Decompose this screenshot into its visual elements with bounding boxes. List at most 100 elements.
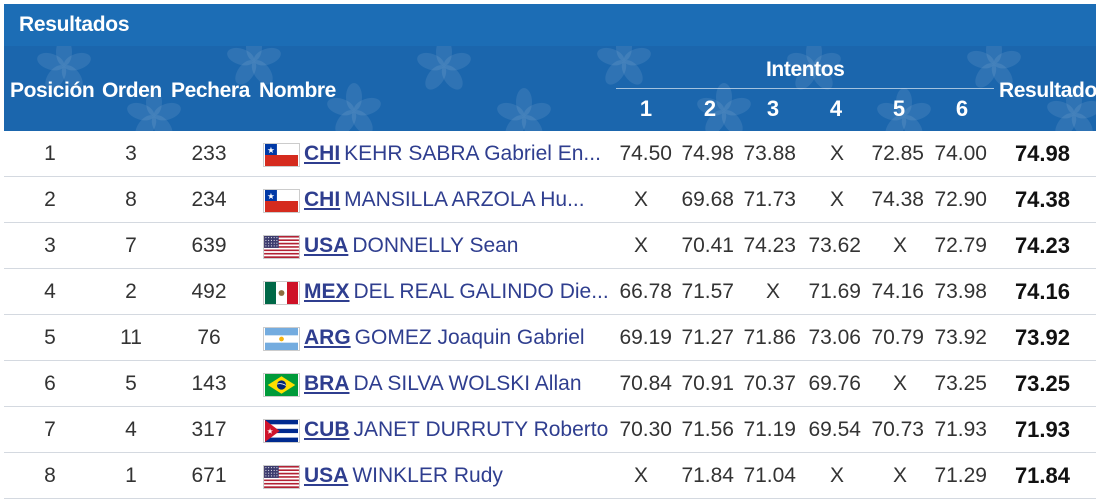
mexico-flag-icon [263, 281, 300, 305]
table-row: 5 11 76 ARG GOMEZ Joaquin Gabriel 69.19 71.27 7… [4, 315, 1096, 361]
cell-attempt-1: X [633, 464, 648, 487]
table-row: 3 7 639 USA DONNELLY Sean X 70.41 74.23 73.62 X 72… [4, 223, 1096, 269]
cell-attempt-6: 73.98 [934, 280, 987, 303]
usa-flag-icon [263, 465, 300, 489]
country-code[interactable]: USA [304, 464, 349, 487]
athlete-link[interactable]: MEX DEL REAL GALINDO Die... [304, 269, 609, 314]
cell-pechera: 76 [197, 326, 221, 349]
cell-pechera: 317 [191, 418, 227, 441]
cell-attempt-1: 74.50 [619, 142, 672, 165]
athlete-name[interactable]: DEL REAL GALINDO Die... [353, 280, 609, 303]
athlete-name[interactable]: GOMEZ Joaquin Gabriel [354, 326, 585, 349]
country-code[interactable]: BRA [304, 372, 350, 395]
cell-resultado: 74.23 [1014, 233, 1070, 258]
header-attempt-3: 3 [766, 96, 780, 121]
cell-pechera: 492 [191, 280, 227, 303]
header-attempt-5: 5 [892, 96, 906, 121]
country-code[interactable]: CUB [304, 418, 350, 441]
cell-orden: 8 [125, 188, 137, 211]
country-code[interactable]: USA [304, 234, 349, 257]
cell-orden: 7 [125, 234, 137, 257]
chile-flag-icon [263, 189, 300, 213]
cell-attempt-4: 73.62 [808, 234, 861, 257]
cell-attempt-2: 71.56 [681, 418, 734, 441]
table-row: 1 3 233 CHI KEHR SABRA Gabriel En... 74.50 74.… [4, 131, 1096, 177]
cell-attempt-3: X [765, 280, 780, 303]
header-resultado: Resultado [999, 79, 1096, 102]
cell-attempt-3: 71.73 [743, 188, 796, 211]
cell-pechera: 143 [191, 372, 227, 395]
cell-attempt-3: 74.23 [743, 234, 796, 257]
athlete-name[interactable]: WINKLER Rudy [352, 464, 503, 487]
header-attempt-2: 2 [703, 96, 717, 121]
cell-posicion: 8 [44, 464, 56, 487]
cell-pechera: 233 [191, 142, 227, 165]
cell-orden: 3 [125, 142, 137, 165]
cell-attempt-5: 74.38 [871, 188, 924, 211]
country-code[interactable]: CHI [304, 188, 341, 211]
cell-resultado: 73.92 [1014, 325, 1070, 350]
header-pechera: Pechera [171, 79, 250, 102]
cell-attempt-3: 71.04 [743, 464, 796, 487]
cell-resultado: 73.25 [1014, 371, 1070, 396]
country-code[interactable]: CHI [304, 142, 341, 165]
usa-flag-icon [263, 235, 300, 259]
cell-posicion: 1 [44, 142, 56, 165]
cuba-flag-icon [263, 419, 300, 443]
country-code[interactable]: MEX [304, 280, 350, 303]
cell-attempt-5: 70.79 [871, 326, 924, 349]
cell-posicion: 5 [44, 326, 56, 349]
athlete-name[interactable]: JANET DURRUTY Roberto [353, 418, 609, 441]
cell-posicion: 2 [44, 188, 56, 211]
brazil-flag-icon [263, 373, 300, 397]
cell-attempt-6: 72.79 [934, 234, 987, 257]
cell-pechera: 671 [191, 464, 227, 487]
cell-resultado: 74.98 [1014, 141, 1070, 166]
country-code[interactable]: ARG [304, 326, 351, 349]
table-row: 4 2 492 MEX DEL REAL GALINDO Die... 66.78 71.5… [4, 269, 1096, 315]
athlete-link[interactable]: BRA DA SILVA WOLSKI Allan [304, 361, 582, 406]
athlete-name[interactable]: KEHR SABRA Gabriel En... [344, 142, 601, 165]
table-row: 7 4 317 CUB JANET DURRUTY Roberto 70.30 71.56 7… [4, 407, 1096, 453]
cell-resultado: 74.16 [1014, 279, 1070, 304]
cell-attempt-5: 70.73 [871, 418, 924, 441]
athlete-link[interactable]: CUB JANET DURRUTY Roberto [304, 407, 608, 452]
cell-attempt-6: 73.25 [934, 372, 987, 395]
athlete-link[interactable]: CHI KEHR SABRA Gabriel En... [304, 131, 601, 176]
header-posicion: Posición [10, 79, 95, 102]
athlete-name[interactable]: MANSILLA ARZOLA Hu... [344, 188, 585, 211]
cell-attempt-5: X [892, 372, 907, 395]
athlete-link[interactable]: ARG GOMEZ Joaquin Gabriel [304, 315, 585, 360]
cell-attempt-2: 74.98 [681, 142, 734, 165]
athlete-link[interactable]: USA WINKLER Rudy [304, 453, 503, 498]
cell-attempt-1: 70.30 [619, 418, 672, 441]
cell-attempt-2: 70.91 [681, 372, 734, 395]
cell-resultado: 71.93 [1014, 417, 1070, 442]
cell-attempt-4: 71.69 [808, 280, 861, 303]
header-attempt-1: 1 [639, 96, 653, 121]
header-intentos: Intentos [766, 58, 845, 81]
cell-attempt-1: 70.84 [619, 372, 672, 395]
cell-attempt-3: 71.86 [743, 326, 796, 349]
table-row: 8 1 671 USA WINKLER Rudy X 71.84 71.04 X X 71.29 71… [4, 453, 1096, 499]
cell-pechera: 234 [191, 188, 227, 211]
cell-attempt-4: X [829, 188, 844, 211]
cell-attempt-1: X [633, 188, 648, 211]
cell-attempt-5: X [892, 464, 907, 487]
cell-orden: 4 [125, 418, 137, 441]
cell-attempt-1: 69.19 [619, 326, 672, 349]
cell-orden: 11 [120, 326, 142, 349]
cell-posicion: 7 [44, 418, 56, 441]
cell-orden: 1 [125, 464, 137, 487]
cell-attempt-2: 70.41 [681, 234, 734, 257]
cell-orden: 2 [125, 280, 137, 303]
athlete-name[interactable]: DONNELLY Sean [352, 234, 519, 257]
chile-flag-icon [263, 143, 300, 167]
athlete-name[interactable]: DA SILVA WOLSKI Allan [353, 372, 582, 395]
cell-attempt-2: 69.68 [681, 188, 734, 211]
athlete-link[interactable]: CHI MANSILLA ARZOLA Hu... [304, 177, 585, 222]
athlete-link[interactable]: USA DONNELLY Sean [304, 223, 519, 268]
argentina-flag-icon [263, 327, 300, 351]
cell-attempt-2: 71.57 [681, 280, 734, 303]
cell-resultado: 71.84 [1014, 463, 1070, 488]
